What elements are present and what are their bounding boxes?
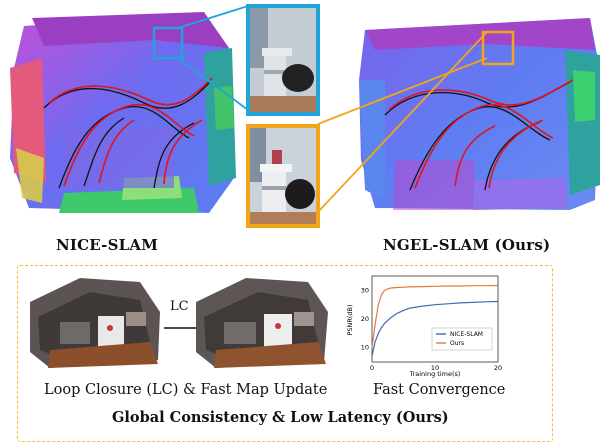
ngel-slam-reconstruction <box>355 10 605 215</box>
series-line-ours <box>371 284 499 348</box>
y-tick-label: 30 <box>361 286 369 294</box>
inset-connectors <box>177 5 488 213</box>
ngel-slam-label: NGEL-SLAM (Ours) <box>383 236 551 254</box>
loop-closure-after-image <box>196 272 328 370</box>
legend-label: Ours <box>450 340 464 347</box>
nice-slam-label: NICE-SLAM <box>56 236 159 254</box>
legend-label: NICE-SLAM <box>450 331 483 338</box>
x-tick-label: 0 <box>370 364 374 372</box>
series-line-nice-slam <box>371 300 499 357</box>
chart-xlabel: Training time(s) <box>409 370 461 378</box>
psnr-chart: 0 10 20 10 20 30 NICE-SLAM Ours PSNR(dB) Train… <box>346 275 502 378</box>
fast-convergence-caption: Fast Convergence <box>373 382 506 398</box>
bottom-title: Global Consistency & Low Latency (Ours) <box>112 409 449 426</box>
nice-slam-inset <box>246 4 320 116</box>
bottom-panel <box>17 265 553 442</box>
lc-label: LC <box>170 299 189 314</box>
y-tick-label: 10 <box>361 344 369 352</box>
y-tick-label: 20 <box>361 315 369 323</box>
nice-slam-reconstruction <box>4 8 244 218</box>
ngel-slam-inset <box>246 124 320 228</box>
loop-closure-before-image <box>30 272 160 370</box>
x-tick-label: 20 <box>494 364 502 372</box>
x-tick-label: 10 <box>431 364 439 372</box>
chart-ylabel: PSNR(dB) <box>346 304 354 335</box>
loop-closure-caption: Loop Closure (LC) & Fast Map Update <box>44 382 328 398</box>
legend-box <box>431 327 493 351</box>
